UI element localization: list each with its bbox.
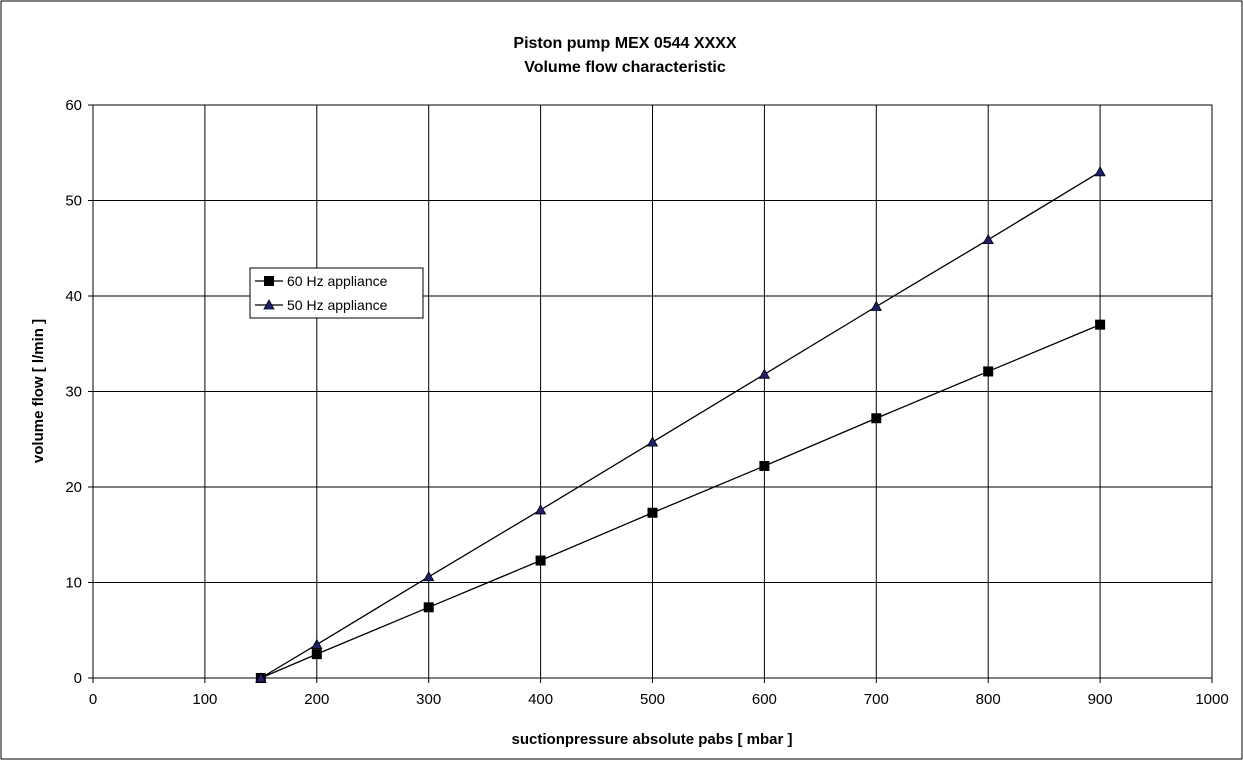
data-point bbox=[255, 672, 267, 683]
data-point bbox=[759, 460, 770, 471]
x-tick-label: 100 bbox=[192, 691, 217, 708]
x-tick-label: 300 bbox=[416, 691, 441, 708]
x-tick-label: 800 bbox=[976, 691, 1001, 708]
gridlines bbox=[93, 105, 1212, 678]
legend-box bbox=[249, 267, 424, 319]
y-axis-title: volume flow [ l/min ] bbox=[30, 319, 47, 463]
data-point bbox=[534, 504, 547, 515]
x-tick-label: 900 bbox=[1088, 691, 1113, 708]
legend-label-60hz: 60 Hz appliance bbox=[287, 273, 388, 289]
data-point bbox=[647, 507, 658, 518]
data-point bbox=[423, 602, 434, 613]
x-tick-label: 400 bbox=[528, 691, 553, 708]
data-point bbox=[535, 555, 546, 566]
x-tick-label: 500 bbox=[640, 691, 665, 708]
y-tick-label: 30 bbox=[65, 384, 82, 401]
x-axis-title: suctionpressure absolute pabs [ mbar ] bbox=[512, 731, 793, 748]
y-tick-label: 60 bbox=[65, 97, 82, 114]
x-tick-label: 700 bbox=[864, 691, 889, 708]
data-point bbox=[311, 649, 322, 660]
legend-marker-50hz bbox=[263, 299, 275, 310]
x-tick-label: 0 bbox=[89, 691, 97, 708]
y-tick-label: 50 bbox=[65, 193, 82, 210]
data-point bbox=[1095, 319, 1106, 330]
data-point bbox=[758, 368, 771, 379]
data-point bbox=[871, 413, 882, 424]
legend-label-50hz: 50 Hz appliance bbox=[287, 297, 388, 313]
data-point bbox=[870, 300, 882, 311]
axis-ticks: 0 100 200 300 400 500 600 700 800 900 1000 0 10 20 30 4… bbox=[65, 97, 1228, 708]
x-tick-label: 600 bbox=[752, 691, 777, 708]
legend-marker-60hz bbox=[264, 276, 274, 286]
data-point bbox=[646, 436, 659, 447]
series-layer bbox=[255, 166, 1106, 683]
x-tick-label: 1000 bbox=[1195, 691, 1228, 708]
x-tick-label: 200 bbox=[304, 691, 329, 708]
data-point bbox=[1094, 166, 1106, 177]
y-tick-label: 0 bbox=[74, 670, 82, 687]
data-point bbox=[983, 366, 994, 377]
y-tick-label: 20 bbox=[65, 479, 82, 496]
chart-title-line1: Piston pump MEX 0544 XXXX bbox=[513, 35, 737, 52]
legend: 60 Hz appliance 50 Hz appliance bbox=[249, 267, 424, 319]
series-50hz bbox=[255, 166, 1106, 683]
y-tick-label: 10 bbox=[65, 575, 82, 592]
y-tick-label: 40 bbox=[65, 288, 82, 305]
chart-title-line2: Volume flow characteristic bbox=[524, 59, 726, 76]
data-point bbox=[311, 638, 323, 649]
data-point bbox=[982, 233, 994, 245]
data-point bbox=[423, 570, 435, 582]
